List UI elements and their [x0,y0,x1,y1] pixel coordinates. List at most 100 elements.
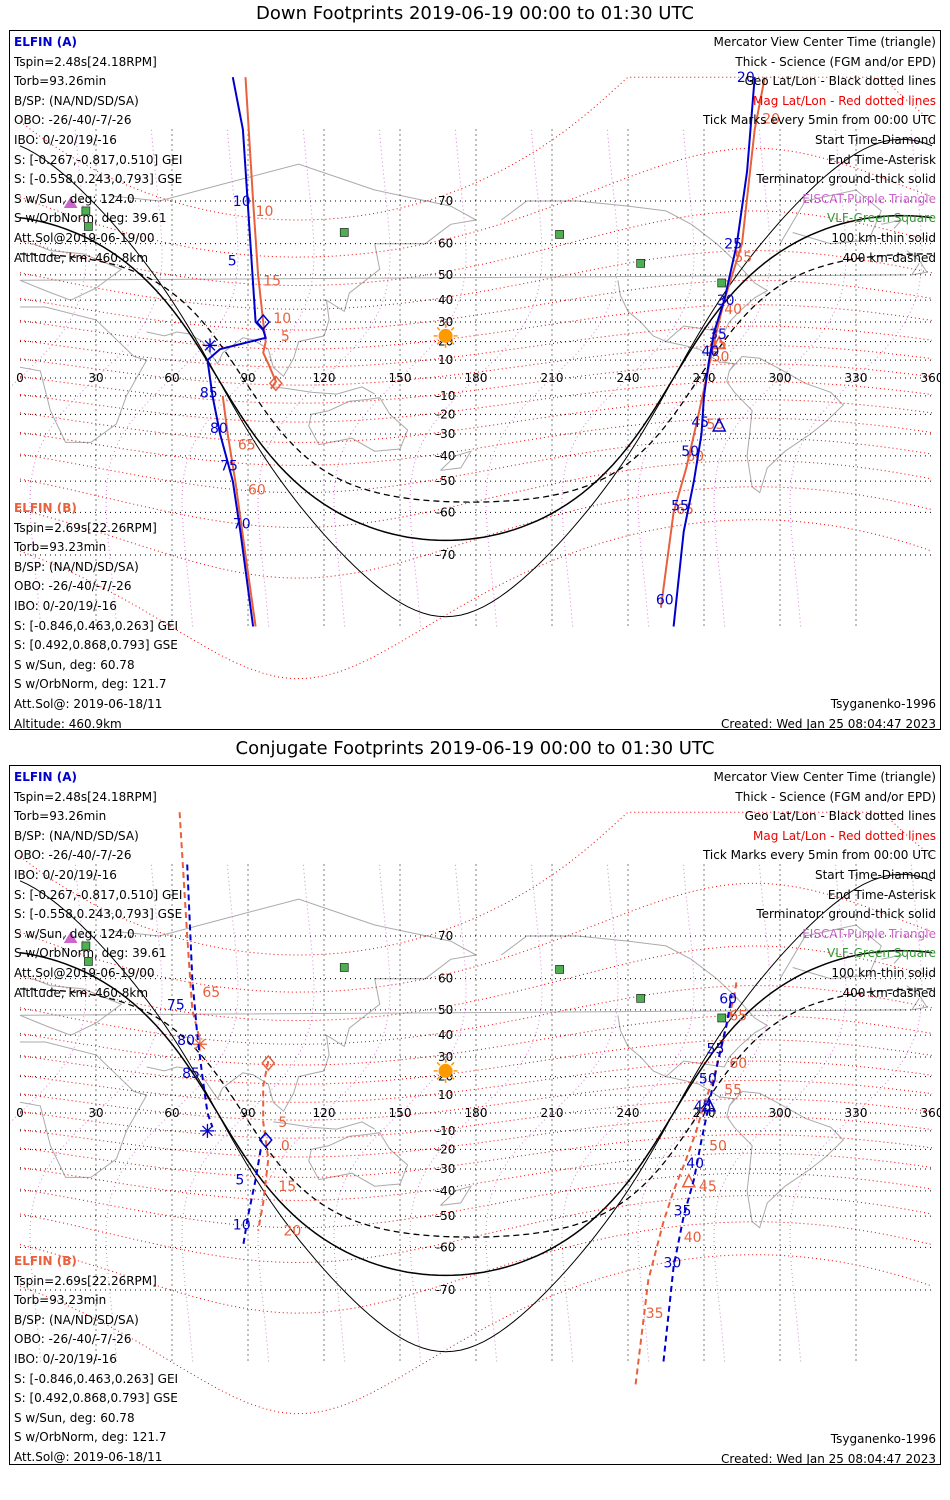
elfin-b-tick-label: 60 [729,1056,747,1072]
lat-tick-label: 40 [438,293,453,307]
elfin-b-s-gei: S: [-0.846,0.463,0.263] GEI [14,1371,179,1386]
elfin-a-track-1 [241,1149,262,1248]
vlf-square-icon [717,278,727,288]
mag-lon-line [789,129,923,627]
mag-lon-line [105,864,239,1362]
elfin-a-tick-label: 55 [671,498,689,514]
lon-tick-label: 90 [240,1106,255,1120]
sun-ray [436,326,441,331]
elfin-b-tick-label: 60 [686,449,704,465]
lat-tick-label: -60 [436,1240,456,1254]
lat-tick-label: -10 [436,1124,456,1138]
sun-ray [450,1076,455,1080]
elfin-a-tick-label: 50 [681,444,699,460]
elfin-b-tspin: Tspin=2.69s[22.26RPM] [14,1273,157,1288]
conjugate-footprints-panel: 0 30 60 90 120 150 180 210 240 270 300 330 360 70 60 50… [9,765,941,1465]
sun-ray [450,326,455,331]
elfin-b-s-sun: S w/Sun, deg: 60.78 [14,1410,135,1425]
coastline-1 [19,243,907,301]
sun-ray [436,1061,441,1066]
asterisk-stroke [202,1125,213,1137]
coastline-2 [19,1041,148,1178]
terminator-ground [19,949,933,1277]
sun-ray [436,1076,441,1080]
lat-tick-label: 70 [438,929,453,943]
sun-disk [438,1063,453,1078]
sun-disk [438,328,453,343]
mag-lon-line [561,129,695,627]
elfin-a-tick-label: 40 [701,344,719,360]
mag-lon-line [637,129,771,627]
elfin-b-tick-label: 40 [684,1230,702,1246]
elfin-a-tick-label: 85 [200,385,218,401]
terminator-lines [19,138,933,618]
mag-lat-line [19,1172,933,1229]
legend-view: Mercator View Center Time (triangle) [713,770,936,784]
legend-view: Mercator View Center Time (triangle) [713,35,936,49]
lat-tick-label: -40 [436,449,456,463]
lat-tick-label: -10 [436,389,456,403]
coastline-7 [501,200,769,372]
mag-lon-line [409,864,543,1362]
elfin-a-alt: Altitude, km: 460.8km [14,985,149,1000]
sun-ray [436,341,441,345]
mag-lon-line [29,129,163,627]
mag-lat-line [19,76,933,221]
lon-tick-label: 180 [465,1106,488,1120]
elfin-b-torb: Torb=93.23min [14,1293,107,1308]
elfin-b-tick-label: 5 [281,329,290,345]
lat-tick-label: 30 [438,1050,453,1064]
elfin-b-alt: Altitude: 460.9km [14,716,122,730]
elfin-b-s-gse: S: [0.492,0.868,0.793] GSE [14,638,178,653]
mag-lat-line [19,1039,933,1085]
coastline-3 [146,954,477,1112]
created-date: Created: Wed Jan 25 08:04:47 2023 [721,716,936,730]
legend-geo-grid: Geo Lat/Lon - Black dotted lines [744,809,936,824]
elfin-a-start-diamond-icon [256,313,271,331]
elfin-b-obo: OBO: -26/-40/-7/-26 [14,579,132,594]
elfin-a-tick-label: 75 [167,997,185,1013]
down-footprints-panel: 0 30 60 90 120 150 180 210 240 270 300 330 360 70 60 50… [9,30,941,730]
legend-terminator: Terminator: ground-thick solid [756,172,936,187]
eiscat-stations [63,931,78,944]
geo-grid [20,864,932,1362]
elfin-a-center-triangle-icon [701,1097,717,1112]
elfin-a-tick-label: 5 [228,253,237,269]
elfin-b-tick-label: 45 [699,1179,717,1195]
lon-tick-label: 210 [541,371,564,385]
lon-tick-label: 180 [465,371,488,385]
elfin-a-track-0 [186,864,214,1128]
elfin-a-tick-label: 35 [709,327,727,343]
elfin-a-s-gse: S: [-0.558,0.243,0.793] GSE [14,172,183,187]
legend-end: End Time-Asterisk [827,152,936,167]
vlf-square-icon [555,965,564,974]
lat-tick-label: -50 [436,1209,456,1223]
eiscat-triangle-icon [63,196,78,209]
elfin-a-torb: Torb=93.26min [14,809,107,824]
elfin-a-s-sun: S w/Sun, deg: 124.0 [14,926,135,941]
elfin-a-tick-label: 60 [719,991,737,1007]
lat-tick-label: 50 [438,268,453,282]
coastline-7 [501,935,769,1107]
elfin-b-tick-label: 40 [724,302,742,318]
elfin-a-tick-label: 55 [707,1042,725,1058]
vlf-square-icon [555,230,564,239]
elfin-b-track-1 [221,395,257,627]
elfin-a-tspin: Tspin=2.48s[24.18RPM] [14,789,157,804]
elfin-b-tick-label: 10 [273,311,291,327]
mag-lon-line [713,129,847,627]
elfin-a-label: ELFIN (A) [14,770,77,784]
elfin-b-tick-label: 50 [712,349,730,365]
legend-science: Thick - Science (FGM and/or EPD) [735,54,936,69]
lat-tick-labels: 70605040302010-10-20-30-40-50-60-70 [436,194,456,562]
elfin-b-tick-label: 65 [202,985,220,1001]
elfin-b-tick-label: 20 [762,112,780,128]
elfin-a-s-orb: S w/OrbNorm, deg: 39.61 [14,211,167,226]
elfin-b-track-2 [634,978,738,1385]
coastline-11 [881,954,903,964]
elfin-b-s-orb: S w/OrbNorm, deg: 121.7 [14,1430,167,1445]
lon-tick-label: 120 [313,1106,336,1120]
lon-tick-label: 30 [88,371,103,385]
